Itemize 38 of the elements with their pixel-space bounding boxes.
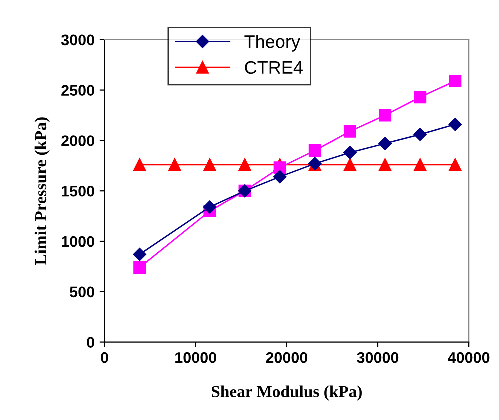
- point: [449, 74, 462, 88]
- x-axis-title: Shear Modulus (kPa): [212, 386, 362, 401]
- y-tick-label: 2000: [62, 136, 94, 146]
- point: [204, 158, 216, 172]
- y-tick-label: 1500: [62, 186, 94, 197]
- point: [344, 146, 357, 160]
- legend-label: CTRE4: [245, 61, 303, 74]
- legend-label: Theory: [244, 34, 300, 52]
- point: [379, 109, 392, 122]
- point: [344, 158, 356, 172]
- x-tick-label: 10000: [176, 352, 216, 364]
- x-tick-label: 20000: [266, 352, 308, 364]
- point: [378, 137, 392, 150]
- y-tick-label: 3000: [61, 34, 94, 46]
- x-tick-label: 30000: [357, 352, 399, 364]
- point: [134, 261, 146, 274]
- point: [414, 128, 427, 142]
- point: [238, 158, 252, 172]
- point: [133, 248, 146, 262]
- point: [414, 91, 427, 104]
- point: [134, 158, 146, 172]
- y-axis-title: Limit Pressure (kPa): [34, 118, 50, 266]
- y-tick-label: 1000: [62, 236, 94, 248]
- point: [203, 200, 217, 214]
- x-tick-label: 40000: [448, 352, 490, 364]
- y-tick-label: 0: [87, 337, 94, 348]
- point: [344, 125, 356, 138]
- point: [168, 158, 182, 172]
- point: [379, 158, 392, 172]
- point: [308, 144, 322, 158]
- y-tick-label: 2500: [62, 85, 94, 96]
- point: [274, 170, 287, 184]
- point: [448, 118, 462, 132]
- point: [449, 158, 462, 172]
- point: [414, 158, 427, 172]
- point: [274, 162, 286, 174]
- x-tick-label: 0: [101, 352, 108, 364]
- y-tick-label: 500: [70, 286, 94, 298]
